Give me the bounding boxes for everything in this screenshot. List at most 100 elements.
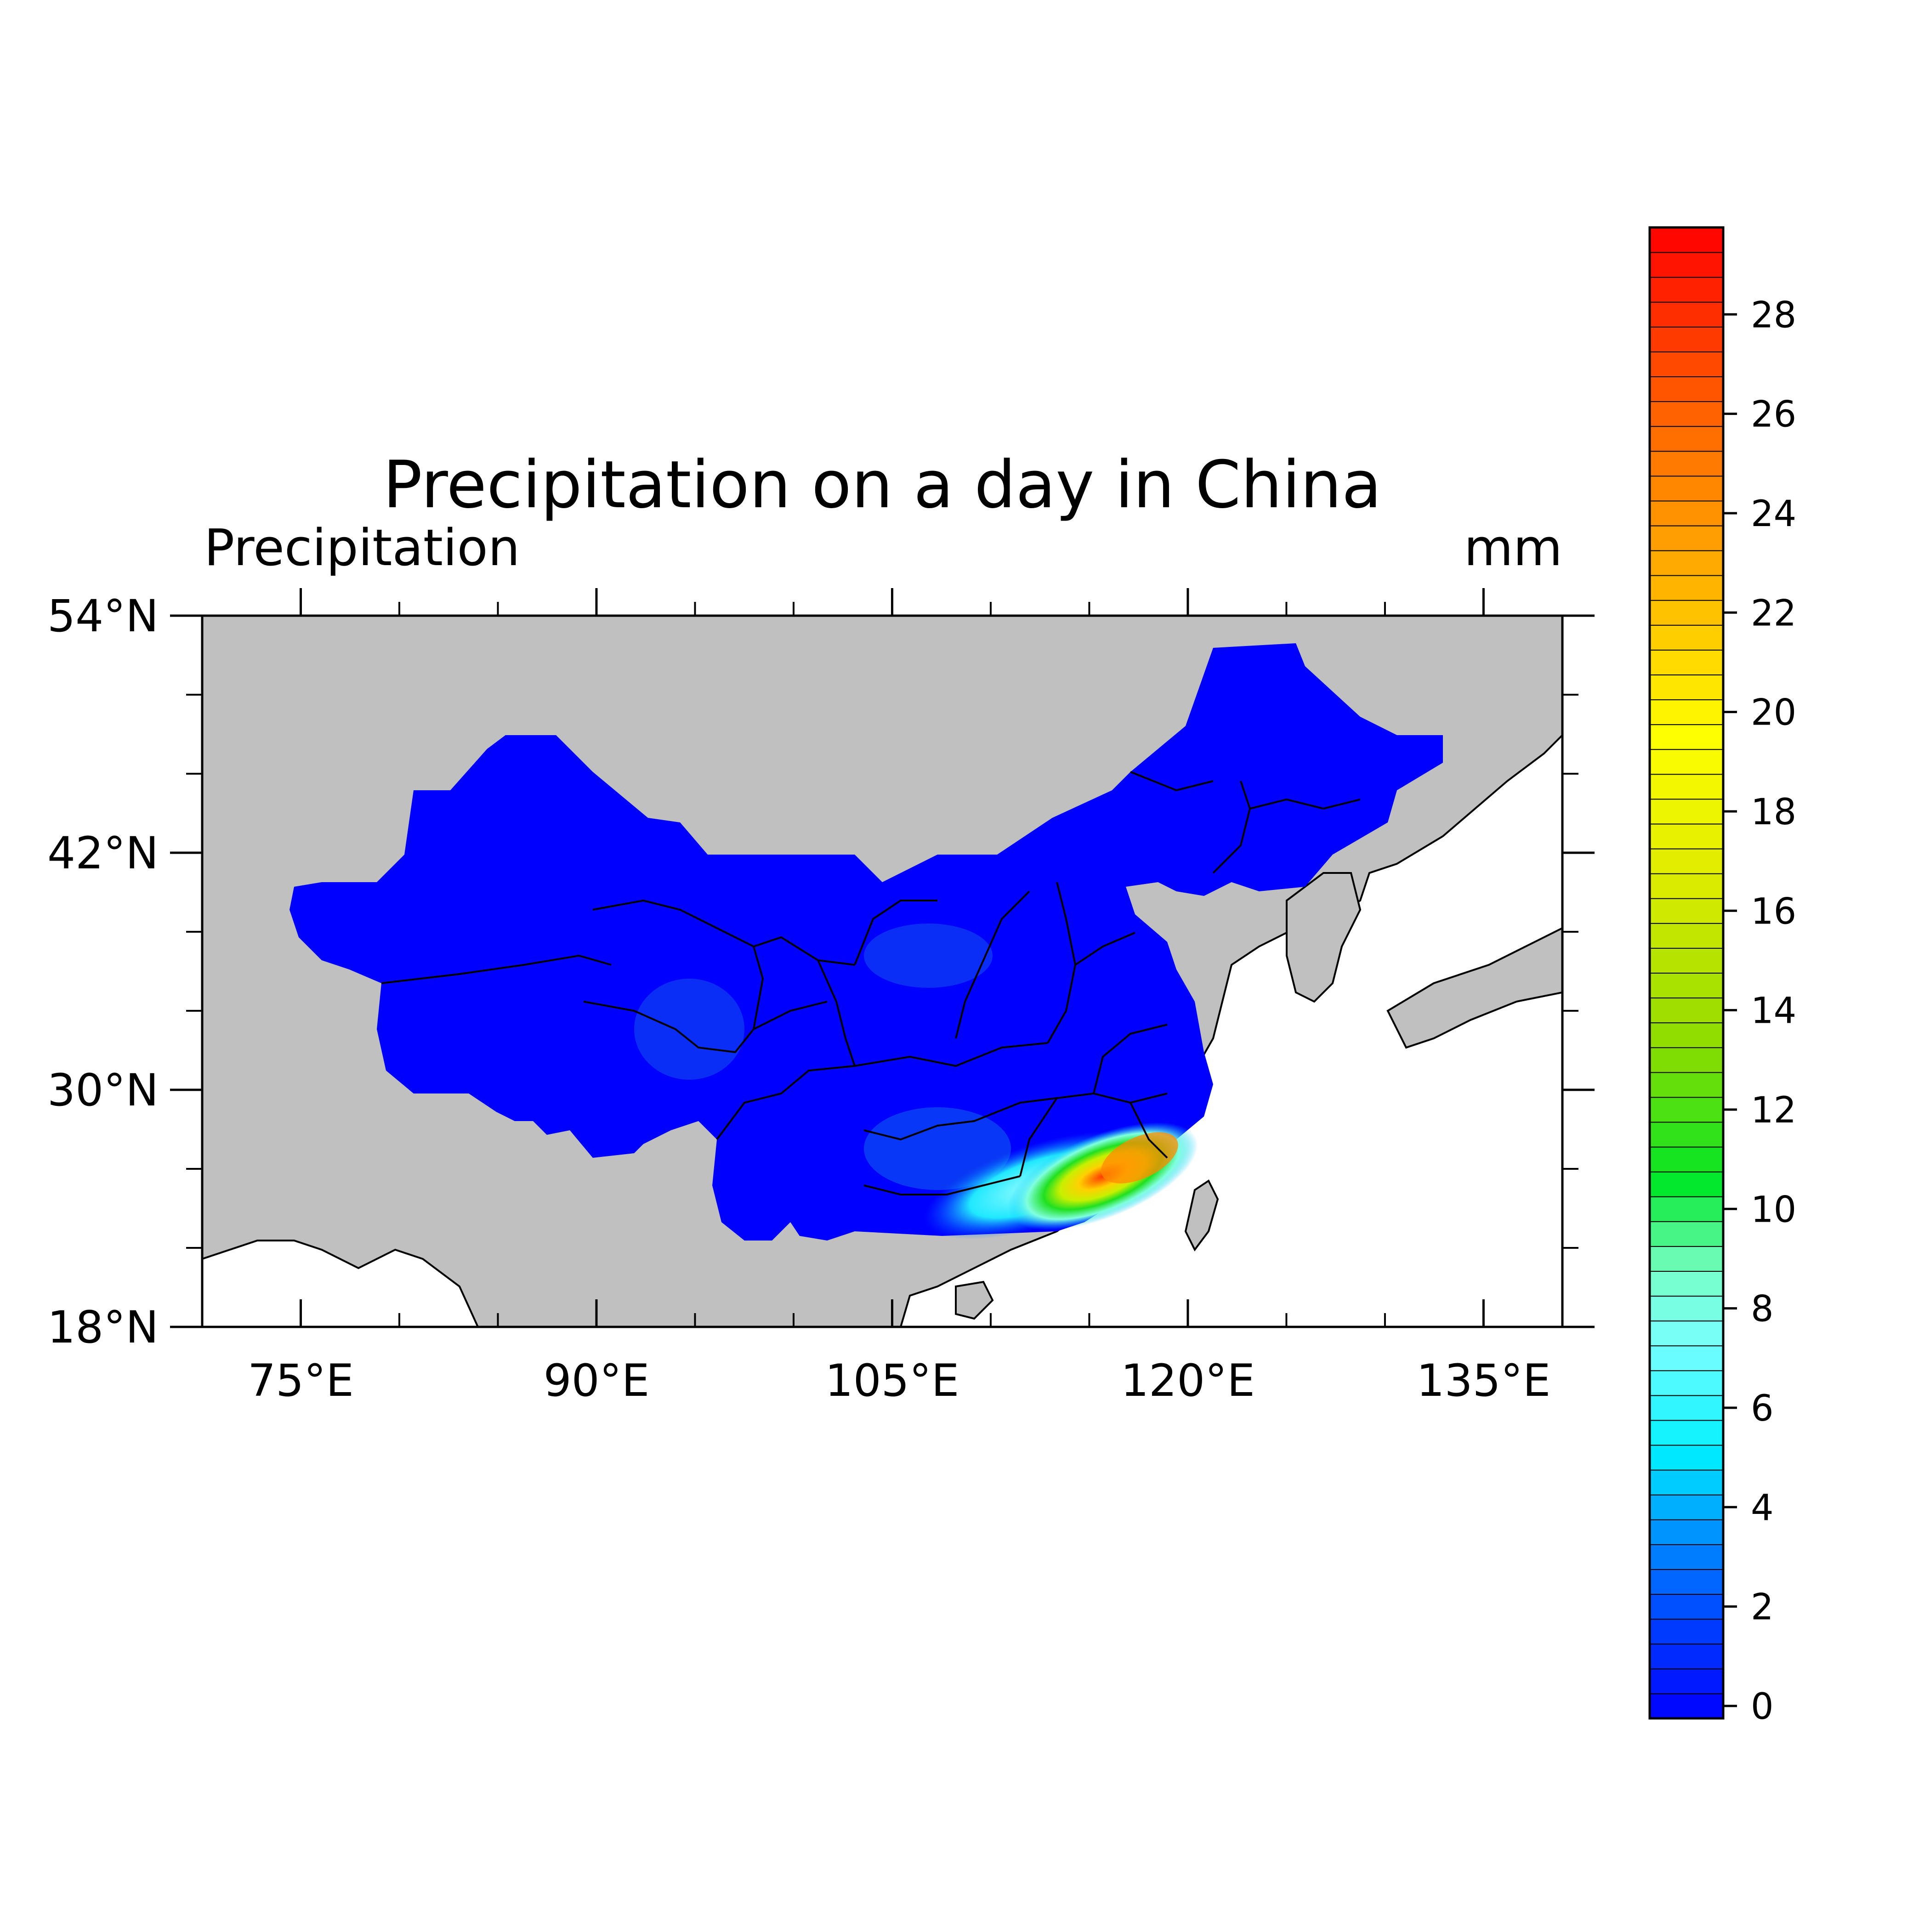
- y-tick-label: 30°N: [47, 1065, 159, 1116]
- x-tick-label: 135°E: [1416, 1355, 1550, 1406]
- colorbar-bin: [1649, 699, 1724, 725]
- right-string: mm: [1464, 518, 1562, 577]
- colorbar-bin: [1649, 1122, 1724, 1148]
- precip-light-patch: [864, 924, 993, 988]
- x-tick-label: 120°E: [1121, 1355, 1255, 1406]
- colorbar-bin: [1649, 1246, 1724, 1272]
- colorbar-bin: [1649, 1519, 1724, 1545]
- colorbar-frame: [1648, 226, 1725, 1720]
- land-taiwan: [1184, 1179, 1219, 1252]
- colorbar-bin: [1649, 848, 1724, 874]
- precip-field-low: [290, 643, 1443, 1241]
- colorbar-bin: [1649, 1569, 1724, 1595]
- colorbar-tick-label: 14: [1751, 991, 1796, 1032]
- x-tick-label: 75°E: [248, 1355, 354, 1406]
- colorbar-bin: [1649, 1022, 1724, 1048]
- colorbar-bin: [1649, 748, 1724, 775]
- colorbar-bin: [1649, 277, 1724, 303]
- colorbar-tick-label: 12: [1751, 1090, 1796, 1131]
- colorbar-bin: [1649, 1071, 1724, 1098]
- colorbar-bin: [1649, 550, 1724, 576]
- y-axis: 54°N 42°N 30°N 18°N: [47, 590, 1595, 1353]
- colorbar-bin: [1649, 674, 1724, 701]
- colorbar-tick-label: 22: [1751, 593, 1796, 634]
- colorbar-bin: [1649, 1494, 1724, 1520]
- x-tick-label: 105°E: [825, 1355, 959, 1406]
- colorbar-bin: [1649, 624, 1724, 651]
- colorbar-bin: [1649, 1445, 1724, 1471]
- y-tick-label: 42°N: [47, 827, 159, 879]
- colorbar-bin: [1649, 1270, 1724, 1297]
- colorbar-bin: [1649, 1469, 1724, 1496]
- province-boundaries: [381, 771, 1361, 1195]
- colorbar-bin: [1649, 972, 1724, 999]
- precip-peak: [1101, 1132, 1178, 1184]
- colorbar-tick-label: 18: [1751, 792, 1796, 833]
- colorbar-bin: [1649, 1370, 1724, 1396]
- colorbar-bin: [1649, 1394, 1724, 1421]
- y-tick-label: 18°N: [47, 1302, 159, 1353]
- land-hainan: [955, 1280, 994, 1320]
- colorbar-tick-label: 10: [1751, 1189, 1796, 1230]
- chart-title: Precipitation on a day in China: [383, 447, 1381, 523]
- colorbar-tick-label: 2: [1751, 1587, 1774, 1628]
- colorbar-bin: [1649, 401, 1724, 427]
- colorbar-bin: [1649, 649, 1724, 675]
- colorbar-bin: [1649, 450, 1724, 477]
- x-axis: 75°E 90°E 105°E 120°E 135°E: [248, 588, 1550, 1406]
- colorbar-bin: [1649, 798, 1724, 825]
- colorbar-bin: [1649, 823, 1724, 850]
- colorbar-bin: [1649, 376, 1724, 402]
- colorbar-bin: [1649, 773, 1724, 800]
- left-string: Precipitation: [204, 518, 520, 577]
- colorbar-bin: [1649, 575, 1724, 601]
- land-korea: [1286, 872, 1362, 1003]
- colorbar-bin: [1649, 1593, 1724, 1620]
- colorbar-bin: [1649, 525, 1724, 551]
- colorbar-bin: [1649, 1643, 1724, 1670]
- colorbar-bin: [1649, 1047, 1724, 1073]
- colorbar-bin: [1649, 500, 1724, 527]
- colorbar-bin: [1649, 724, 1724, 750]
- colorbar-bin: [1649, 1171, 1724, 1197]
- colorbar-bin: [1649, 1420, 1724, 1446]
- colorbar-tick-label: 0: [1751, 1686, 1774, 1728]
- colorbar-bin: [1649, 1693, 1724, 1719]
- colorbar-bin: [1649, 1196, 1724, 1222]
- colorbar-bin: [1649, 997, 1724, 1024]
- colorbar-tick-label: 6: [1751, 1388, 1774, 1429]
- precip-light-patch: [634, 979, 744, 1080]
- colorbar-tick-label: 26: [1751, 394, 1796, 436]
- colorbar-bin: [1649, 600, 1724, 626]
- colorbar-bin: [1649, 1221, 1724, 1247]
- colorbar-tick-label: 16: [1751, 891, 1796, 932]
- colorbar-bin: [1649, 301, 1724, 328]
- colorbar-bin: [1649, 1618, 1724, 1645]
- colorbar-tick-label: 28: [1751, 295, 1796, 336]
- colorbar-tick-label: 24: [1751, 493, 1796, 535]
- x-tick-label: 90°E: [544, 1355, 650, 1406]
- colorbar-tick-label: 20: [1751, 692, 1796, 734]
- colorbar-bin: [1649, 898, 1724, 924]
- colorbar-bin: [1649, 1345, 1724, 1371]
- colorbar-bin: [1649, 326, 1724, 352]
- y-tick-label: 54°N: [47, 590, 159, 642]
- colorbar-bin: [1649, 923, 1724, 949]
- colorbar-bin: [1649, 1544, 1724, 1570]
- colorbar-bin: [1649, 227, 1724, 253]
- colorbar-bin: [1649, 1295, 1724, 1322]
- map-plot-area: [202, 616, 1562, 1327]
- colorbar-bin: [1649, 1096, 1724, 1123]
- map-frame: [201, 614, 1564, 1328]
- colorbar-bin: [1649, 425, 1724, 452]
- colorbar-bin: [1649, 1668, 1724, 1694]
- colorbar-bin: [1649, 351, 1724, 378]
- colorbar-bin: [1649, 1320, 1724, 1347]
- colorbar-bin: [1649, 252, 1724, 278]
- colorbar-tick-label: 8: [1751, 1289, 1774, 1330]
- colorbar-bin: [1649, 1146, 1724, 1173]
- colorbar-tick-label: 4: [1751, 1487, 1774, 1529]
